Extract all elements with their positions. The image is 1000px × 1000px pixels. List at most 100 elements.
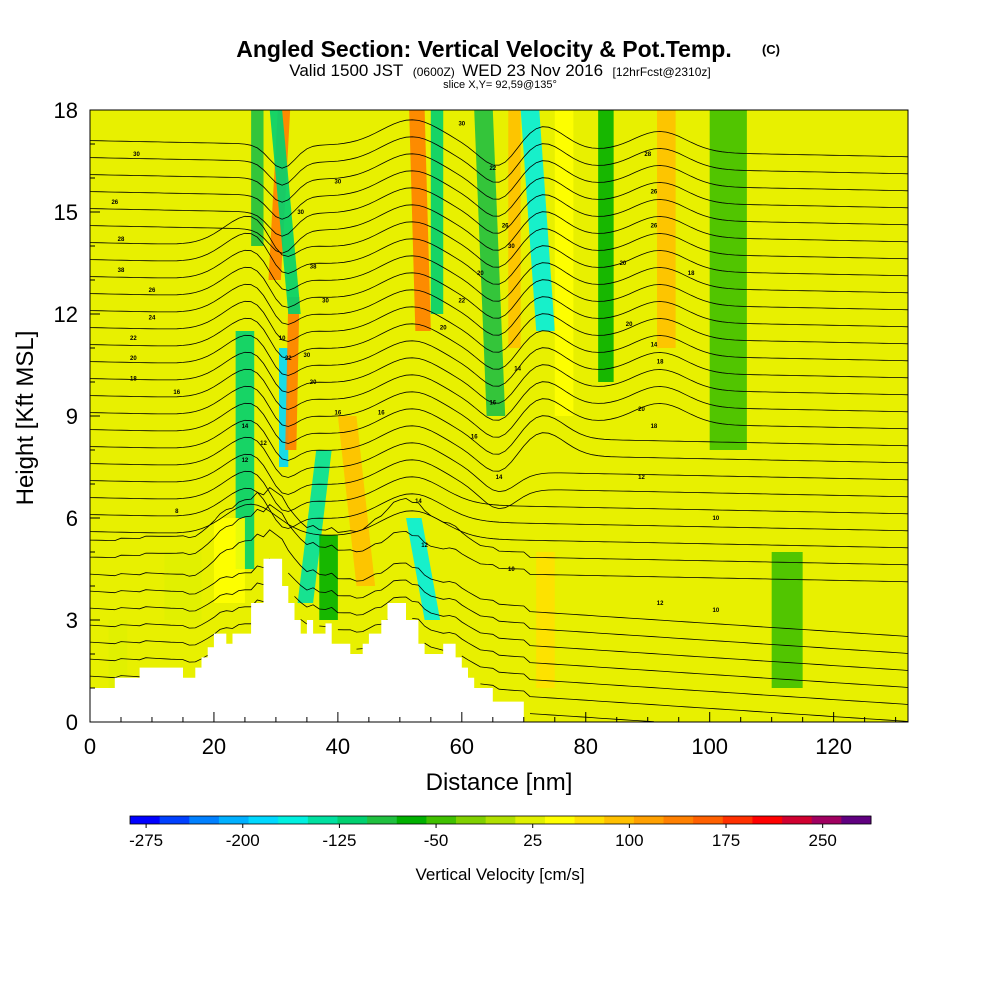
y-tick-label: 15 [54, 200, 78, 225]
theta-label-21: 30 [297, 210, 304, 216]
colorbar-swatch [456, 816, 487, 824]
theta-label-18: 38 [310, 264, 317, 270]
y-tick-label: 6 [66, 506, 78, 531]
theta-contour-6 [90, 558, 908, 654]
x-tick-label: 60 [450, 734, 474, 759]
theta-label-50: 12 [657, 601, 664, 607]
theta-contour-14 [90, 436, 908, 493]
theta-label-6: 22 [130, 336, 137, 342]
theta-label-37: 14 [514, 366, 521, 372]
x-axis-label: Distance [nm] [426, 769, 573, 796]
theta-label-text-49: 10 [713, 516, 720, 522]
colorbar-swatch [218, 816, 250, 824]
theta-label-text-1: 26 [111, 200, 118, 206]
theta-label-17: 20 [310, 380, 317, 386]
theta-label-text-26: 26 [502, 224, 509, 230]
theta-contour-31 [90, 153, 908, 203]
y-axis-label: Height [Kft MSL] [12, 331, 39, 506]
theta-label-0: 30 [133, 152, 140, 158]
theta-label-text-48: 12 [638, 475, 645, 481]
theta-label-text-51: 10 [713, 608, 720, 614]
velocity-band-8 [337, 416, 376, 586]
x-axis: 0 20 40 60 80 100 120 [84, 712, 897, 759]
theta-label-text-0: 30 [133, 152, 140, 158]
colorbar-swatch [663, 816, 694, 824]
theta-label-47: 18 [651, 424, 658, 430]
y-tick-label: 18 [54, 98, 78, 123]
theta-label-39: 26 [651, 190, 658, 196]
velocity-bands [108, 110, 803, 688]
theta-label-text-10: 8 [175, 509, 179, 515]
theta-label-text-12: 12 [242, 458, 249, 464]
plot-area: 30 26 28 38 26 24 22 20 18 16 8 14 12 12 10 22 30 20 38 30 3… [90, 110, 908, 722]
velocity-band-0 [235, 331, 255, 569]
theta-label-text-32: 16 [471, 434, 478, 440]
theta-contour-29 [90, 187, 908, 237]
theta-label-25: 22 [489, 166, 496, 172]
theta-label-text-34: 14 [415, 499, 422, 505]
x-tick-label: 100 [691, 734, 728, 759]
theta-label-text-15: 22 [285, 356, 292, 362]
theta-label-text-7: 20 [130, 356, 137, 362]
slice-info: slice X,Y= 92,59@135° [443, 79, 557, 91]
theta-label-text-25: 22 [489, 166, 496, 172]
y-tick-label: 12 [54, 302, 78, 327]
theta-label-text-37: 14 [514, 366, 521, 372]
colorbar-swatch [278, 816, 309, 824]
theta-label-13: 12 [260, 441, 267, 447]
theta-label-8: 18 [130, 377, 137, 383]
theta-contour-18 [90, 368, 908, 421]
theta-label-44: 14 [651, 343, 658, 349]
theta-contour-27 [90, 215, 908, 268]
theta-label-text-4: 26 [149, 288, 156, 294]
theta-contour-5 [90, 582, 908, 671]
theta-label-12: 12 [242, 458, 249, 464]
theta-label-11: 14 [242, 424, 249, 430]
theta-label-27: 30 [508, 244, 515, 250]
chart-title: Angled Section: Vertical Velocity & Pot.… [236, 36, 731, 62]
theta-label-51: 10 [713, 608, 720, 614]
theta-label-text-30: 20 [440, 326, 447, 332]
x-tick-label: 0 [84, 734, 96, 759]
theta-label-48: 12 [638, 475, 645, 481]
velocity-band-13 [508, 110, 521, 348]
theta-label-text-19: 30 [322, 298, 329, 304]
theta-label-36: 10 [508, 567, 515, 573]
velocity-band-21 [213, 518, 245, 603]
theta-contour-20 [90, 334, 908, 387]
y-axis: 0 3 6 9 12 15 18 [54, 98, 100, 735]
theta-contour-30 [90, 170, 908, 220]
theta-label-text-33: 14 [496, 475, 503, 481]
colorbar-swatch [337, 816, 368, 824]
colorbar-tick-label: -50 [424, 831, 449, 850]
theta-contour-24 [90, 266, 908, 319]
theta-label-text-28: 20 [477, 271, 484, 277]
theta-label-26: 26 [502, 224, 509, 230]
subtitle-utc-time: (0600Z) [413, 65, 455, 79]
theta-contour-25 [90, 249, 908, 302]
theta-label-4: 26 [149, 288, 156, 294]
theta-label-43: 20 [626, 322, 633, 328]
theta-contour-26 [90, 232, 908, 285]
theta-contour-1 [90, 675, 654, 722]
x-tick-label: 20 [202, 734, 226, 759]
theta-label-22: 16 [335, 411, 342, 417]
chart-subtitle: Valid 1500 JST (0600Z) WED 23 Nov 2016 [… [289, 61, 710, 80]
velocity-band-10 [430, 110, 444, 314]
theta-contour-11 [90, 487, 908, 532]
theta-contours [90, 119, 908, 722]
colorbar-tick-label: 25 [523, 831, 542, 850]
theta-label-text-27: 30 [508, 244, 515, 250]
colorbar-swatch [367, 816, 398, 824]
colorbar: -275 -200 -125 -50 25 100 175 250 [129, 815, 872, 850]
theta-label-text-29: 22 [458, 298, 465, 304]
theta-label-text-38: 28 [644, 152, 651, 158]
theta-contour-labels: 30 26 28 38 26 24 22 20 18 16 8 14 12 12 10 22 30 20 38 30 3… [111, 122, 719, 614]
theta-label-text-41: 20 [620, 261, 627, 267]
theta-label-text-3: 38 [118, 268, 125, 274]
colorbar-tick-label: -200 [226, 831, 260, 850]
colorbar-swatch [752, 816, 783, 824]
theta-label-23: 16 [378, 411, 385, 417]
subtitle-forecast: [12hrFcst@2310z] [612, 65, 710, 79]
theta-contour-8 [90, 503, 908, 583]
